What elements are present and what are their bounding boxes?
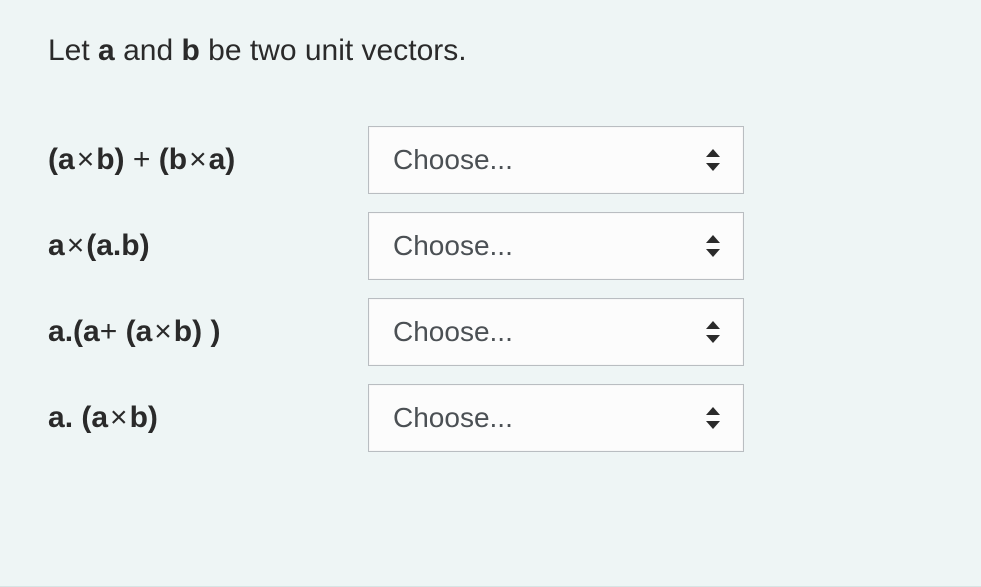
sort-icon: [705, 407, 721, 429]
prompt-mid: and: [115, 34, 182, 67]
question-row: a. (a×b) Choose...: [48, 384, 768, 452]
select-placeholder: Choose...: [393, 316, 513, 348]
select-placeholder: Choose...: [393, 144, 513, 176]
answer-select[interactable]: Choose...: [368, 212, 744, 280]
question-row: (a×b) + (b×a) Choose...: [48, 126, 768, 194]
question-row: a.(a+ (a×b) ) Choose...: [48, 298, 768, 366]
prompt-vector-a: a: [98, 34, 115, 67]
sort-icon: [705, 321, 721, 343]
select-placeholder: Choose...: [393, 230, 513, 262]
prompt-vector-b: b: [181, 34, 199, 67]
prompt-suffix: be two unit vectors.: [200, 34, 467, 67]
answer-select[interactable]: Choose...: [368, 126, 744, 194]
sort-icon: [705, 235, 721, 257]
expression-label: a.(a+ (a×b) ): [48, 315, 368, 349]
question-prompt: Let a and b be two unit vectors.: [48, 34, 933, 68]
question-rows: (a×b) + (b×a) Choose... a×(a.b) Choose..…: [48, 126, 768, 452]
answer-select[interactable]: Choose...: [368, 298, 744, 366]
question-row: a×(a.b) Choose...: [48, 212, 768, 280]
select-placeholder: Choose...: [393, 402, 513, 434]
answer-select[interactable]: Choose...: [368, 384, 744, 452]
expression-label: a. (a×b): [48, 401, 368, 435]
expression-label: (a×b) + (b×a): [48, 143, 368, 177]
prompt-prefix: Let: [48, 34, 98, 67]
expression-label: a×(a.b): [48, 229, 368, 263]
sort-icon: [705, 149, 721, 171]
